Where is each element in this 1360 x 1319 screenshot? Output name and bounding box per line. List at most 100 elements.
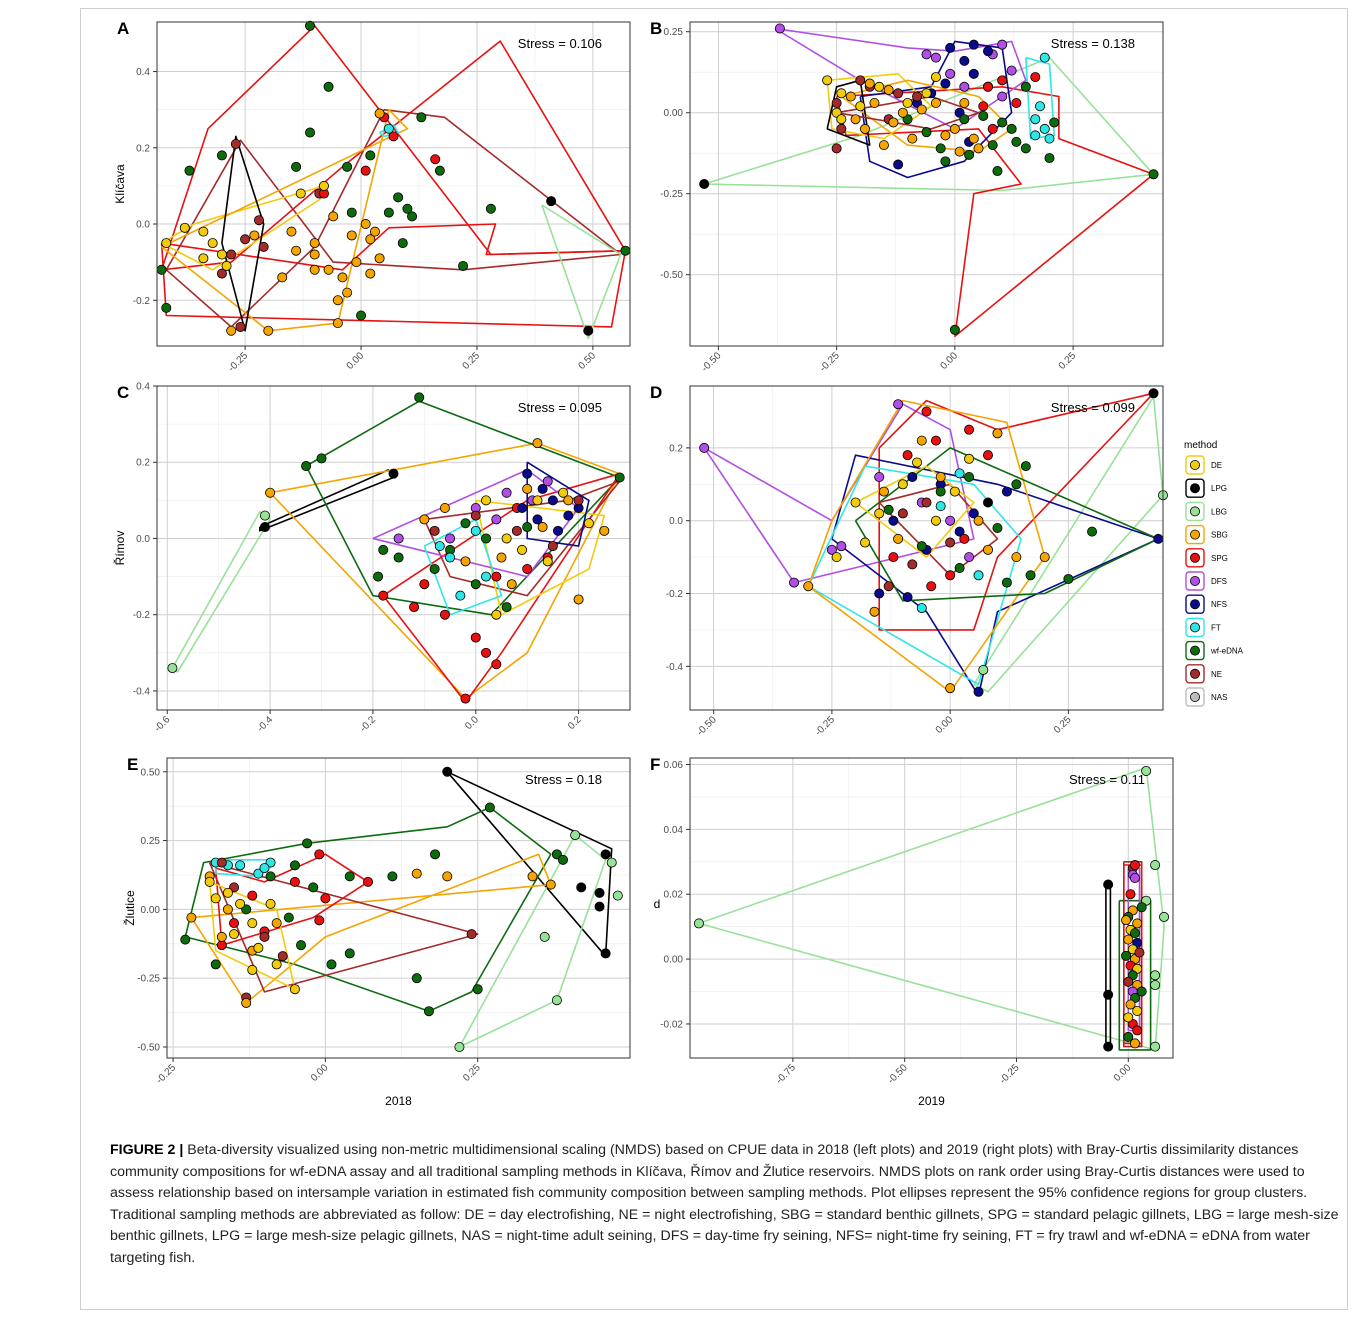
point-wf-eDNA xyxy=(162,303,171,312)
point-LPG xyxy=(601,850,610,859)
y-tick-label: 0.04 xyxy=(664,825,684,836)
legend-marker xyxy=(1190,507,1199,516)
x-tick-label: 0.25 xyxy=(1057,350,1079,372)
point-wf-eDNA xyxy=(305,128,314,137)
point-wf-eDNA xyxy=(435,166,444,175)
point-SBG xyxy=(533,439,542,448)
point-DFS xyxy=(445,534,454,543)
point-DE xyxy=(823,76,832,85)
point-SBG xyxy=(804,582,813,591)
point-wf-eDNA xyxy=(345,872,354,881)
panel-B: -0.50 -0.25 0.00 0.25-0.50-0.250.000.25BStr… xyxy=(650,19,1163,374)
point-NFS xyxy=(1002,487,1011,496)
point-wf-eDNA xyxy=(621,246,630,255)
point-SBG xyxy=(310,265,319,274)
point-DE xyxy=(875,82,884,91)
point-DFS xyxy=(922,50,931,59)
point-wf-eDNA xyxy=(1007,124,1016,133)
point-SBG xyxy=(600,526,609,535)
point-DFS xyxy=(394,534,403,543)
y-tick-label: 0.50 xyxy=(141,767,161,778)
point-DE xyxy=(208,238,217,247)
panel-letter: F xyxy=(650,755,660,774)
point-SBG xyxy=(936,472,945,481)
point-DE xyxy=(199,254,208,263)
point-wf-eDNA xyxy=(292,162,301,171)
point-SPG xyxy=(217,941,226,950)
point-wf-eDNA xyxy=(917,542,926,551)
point-DFS xyxy=(946,69,955,78)
point-DE xyxy=(217,250,226,259)
point-wf-eDNA xyxy=(266,872,275,881)
point-DE xyxy=(223,888,232,897)
plot-background xyxy=(690,758,1173,1058)
point-wf-eDNA xyxy=(430,850,439,859)
point-SBG xyxy=(974,144,983,153)
y-axis-label: Římov xyxy=(112,531,127,566)
point-FT xyxy=(435,541,444,550)
point-wf-eDNA xyxy=(394,553,403,562)
point-SPG xyxy=(889,553,898,562)
point-wf-eDNA xyxy=(955,563,964,572)
point-NFS xyxy=(969,69,978,78)
point-DE xyxy=(584,519,593,528)
point-DE xyxy=(248,919,257,928)
point-DFS xyxy=(875,472,884,481)
point-wf-eDNA xyxy=(1121,951,1130,960)
point-DFS xyxy=(502,488,511,497)
point-SBG xyxy=(870,607,879,616)
point-LBG xyxy=(540,932,549,941)
point-LPG xyxy=(443,767,452,776)
point-DE xyxy=(211,894,220,903)
x-tick-label: -0.75 xyxy=(774,1062,798,1086)
x-tick-label: -0.25 xyxy=(226,350,250,374)
point-NFS xyxy=(894,160,903,169)
point-DFS xyxy=(492,515,501,524)
point-DE xyxy=(1133,1006,1142,1015)
legend-marker xyxy=(1190,576,1199,585)
x-tick-label: 0.00 xyxy=(934,714,956,736)
y-tick-label: 0.4 xyxy=(136,382,150,393)
panel-F: -0.75 -0.50 -0.25 0.00 -0.02 0.00 0.02 0.04 0.06… xyxy=(650,755,1173,1108)
point-wf-eDNA xyxy=(366,151,375,160)
point-wf-eDNA xyxy=(398,238,407,247)
point-NE xyxy=(837,124,846,133)
panel-D: -0.50 -0.25 0.00 0.25-0.4-0.20.00.2DStress … xyxy=(650,383,1168,738)
point-FT xyxy=(260,863,269,872)
point-wf-eDNA xyxy=(1012,137,1021,146)
point-NE xyxy=(908,560,917,569)
point-SBG xyxy=(955,147,964,156)
point-FT xyxy=(955,469,964,478)
point-SBG xyxy=(960,98,969,107)
point-DE xyxy=(931,516,940,525)
point-wf-eDNA xyxy=(384,208,393,217)
point-SBG xyxy=(217,932,226,941)
point-DE xyxy=(832,553,841,562)
point-wf-eDNA xyxy=(922,128,931,137)
point-LBG xyxy=(1159,912,1168,921)
point-LPG xyxy=(260,522,269,531)
point-wf-eDNA xyxy=(424,1007,433,1016)
point-NE xyxy=(548,541,557,550)
point-wf-eDNA xyxy=(461,519,470,528)
point-SPG xyxy=(481,648,490,657)
legend-title: method xyxy=(1184,440,1217,451)
point-DE xyxy=(248,965,257,974)
point-wf-eDNA xyxy=(884,505,893,514)
point-SPG xyxy=(1031,72,1040,81)
point-NE xyxy=(832,144,841,153)
point-DE xyxy=(1124,1013,1133,1022)
point-SBG xyxy=(884,85,893,94)
point-SBG xyxy=(361,219,370,228)
point-SBG xyxy=(969,134,978,143)
panel-E: -0.25 0.00 0.25-0.50-0.250.000.250.50EStre… xyxy=(122,755,630,1108)
x-tick-label: -0.25 xyxy=(998,1062,1022,1086)
point-wf-eDNA xyxy=(407,212,416,221)
point-wf-eDNA xyxy=(615,473,624,482)
point-SBG xyxy=(993,429,1002,438)
x-axis-label: 2019 xyxy=(918,1094,945,1108)
point-FT xyxy=(445,553,454,562)
point-wf-eDNA xyxy=(993,523,1002,532)
x-tick-label: 0.00 xyxy=(1112,1062,1134,1084)
